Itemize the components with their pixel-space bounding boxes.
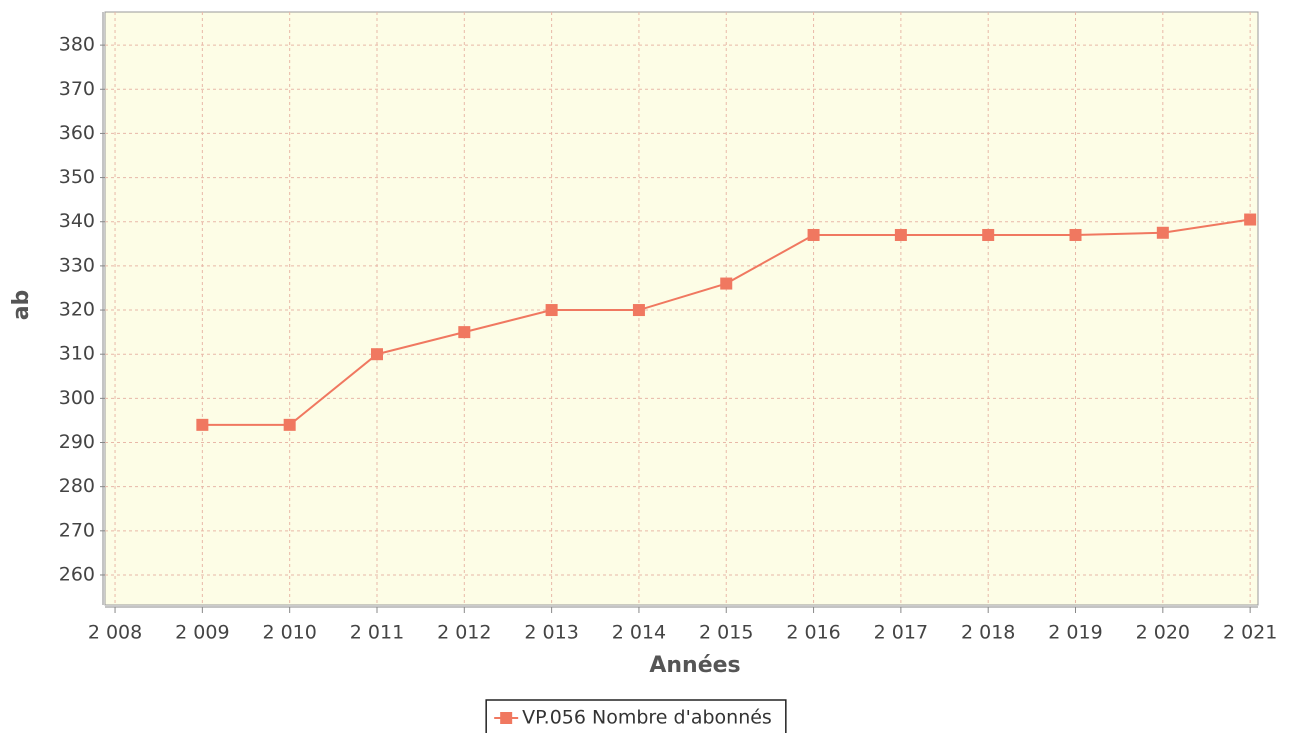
data-point — [632, 304, 645, 317]
y-axis-title: ab — [9, 290, 34, 321]
x-tick-label: 2 017 — [874, 622, 928, 644]
data-point — [807, 228, 820, 241]
x-tick-label: 2 008 — [88, 622, 142, 644]
x-tick-label: 2 019 — [1048, 622, 1102, 644]
legend-marker — [500, 712, 513, 724]
y-tick-label: 290 — [59, 431, 95, 453]
y-tick-label: 350 — [59, 166, 95, 188]
y-tick-label: 360 — [59, 122, 95, 144]
y-tick-label: 320 — [59, 299, 95, 321]
data-point — [458, 326, 471, 339]
legend-box — [485, 699, 787, 733]
x-tick-label: 2 014 — [612, 622, 666, 644]
data-point — [370, 348, 383, 361]
legend: VP.056 Nombre d'abonnés — [485, 699, 787, 733]
y-tick-label: 330 — [59, 254, 95, 276]
data-point — [982, 228, 995, 241]
plot-area — [104, 11, 1259, 606]
x-tick-label: 2 009 — [175, 622, 229, 644]
x-tick-label: 2 012 — [437, 622, 491, 644]
legend-text: VP.056 Nombre d'abonnés — [522, 707, 772, 729]
data-point — [196, 418, 209, 431]
x-tick-label: 2 011 — [350, 622, 404, 644]
x-tick-label: 2 010 — [262, 622, 316, 644]
x-tick-label: 2 016 — [786, 622, 840, 644]
data-point — [1156, 226, 1169, 239]
y-tick-label: 310 — [59, 343, 95, 365]
data-point — [1069, 228, 1082, 241]
data-point — [545, 304, 558, 317]
y-tick-label: 280 — [59, 475, 95, 497]
y-tick-label: 300 — [59, 387, 95, 409]
x-tick-label: 2 015 — [699, 622, 753, 644]
data-point — [283, 418, 296, 431]
x-tick-label: 2 021 — [1223, 622, 1277, 644]
data-point — [894, 228, 907, 241]
x-axis-title: Années — [649, 653, 740, 678]
y-tick-label: 270 — [59, 519, 95, 541]
x-tick-label: 2 020 — [1136, 622, 1190, 644]
data-point — [1244, 213, 1257, 226]
x-tick-label: 2 018 — [961, 622, 1015, 644]
y-tick-label: 380 — [59, 34, 95, 56]
y-tick-label: 260 — [59, 563, 95, 585]
y-tick-label: 340 — [59, 210, 95, 232]
x-tick-label: 2 013 — [524, 622, 578, 644]
y-tick-label: 370 — [59, 78, 95, 100]
data-point — [720, 277, 733, 290]
